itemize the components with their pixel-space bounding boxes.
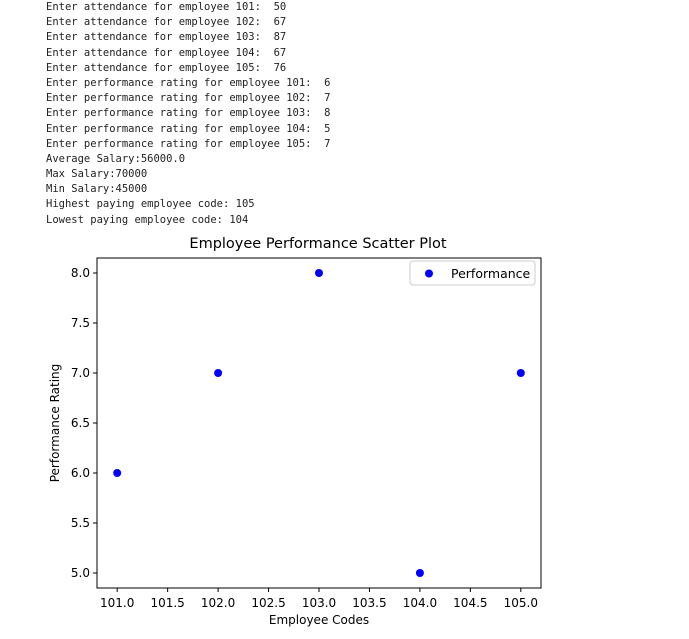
console-line: Enter performance rating for employee 10… <box>46 92 331 105</box>
console-line: Min Salary:45000 <box>46 183 148 196</box>
console-line: Average Salary:56000.0 <box>46 152 186 165</box>
console-line: Enter performance rating for employee 10… <box>46 107 331 120</box>
y-tick-label: 7.0 <box>71 366 90 380</box>
x-tick-label: 101.0 <box>100 596 134 610</box>
x-axis-ticks: 101.0 101.5 102.0 102.5 103.0 103.5 104.0 104.5… <box>100 588 538 610</box>
data-point <box>415 569 424 577</box>
data-point <box>214 369 223 377</box>
x-tick-label: 103.0 <box>302 596 336 610</box>
console-line: Enter attendance for employee 101: 50 <box>46 1 287 13</box>
y-axis-label: Performance Rating <box>48 364 62 483</box>
scatter-chart: Employee Performance Scatter Plot 101.0 1… <box>48 236 542 627</box>
legend-box <box>409 260 536 286</box>
console-line: Enter attendance for employee 103: 87 <box>46 31 287 44</box>
console-line: Enter performance rating for employee 10… <box>46 122 331 135</box>
plot-frame <box>96 257 542 589</box>
console-line: Max Salary:70000 <box>46 168 148 181</box>
data-point <box>516 369 525 377</box>
console-line: Highest paying employee code: 105 <box>46 198 255 211</box>
x-tick-label: 103.5 <box>352 596 386 610</box>
y-tick-label: 6.0 <box>71 466 90 480</box>
x-tick-label: 101.5 <box>150 596 184 610</box>
console-line: Enter performance rating for employee 10… <box>46 137 331 150</box>
console-line: Enter attendance for employee 102: 67 <box>46 16 287 29</box>
y-tick-label: 8.0 <box>71 266 90 280</box>
x-tick-label: 104.5 <box>453 596 487 610</box>
console-line: Enter attendance for employee 104: 67 <box>46 46 287 59</box>
x-tick-label: 102.5 <box>251 596 285 610</box>
y-axis-ticks: 5.0 5.5 6.0 6.5 7.0 7.5 8.0 <box>71 266 97 580</box>
x-tick-label: 104.0 <box>403 596 437 610</box>
y-tick-label: 6.5 <box>71 416 90 430</box>
legend: Performance <box>409 260 536 286</box>
data-point <box>315 269 323 277</box>
x-tick-label: 105.0 <box>504 596 538 610</box>
legend-label: Performance <box>451 266 531 281</box>
console-line: Lowest paying employee code: 104 <box>46 213 249 226</box>
y-tick-label: 5.5 <box>71 516 90 530</box>
y-tick-label: 7.5 <box>71 316 90 330</box>
console-line: Enter performance rating for employee 10… <box>46 76 331 89</box>
x-tick-label: 102.0 <box>201 596 235 610</box>
legend-marker <box>425 269 433 278</box>
console-line: Enter attendance for employee 105: 76 <box>46 61 287 74</box>
data-point <box>113 469 122 477</box>
chart-title: Employee Performance Scatter Plot <box>189 236 446 252</box>
data-points <box>113 269 525 577</box>
y-tick-label: 5.0 <box>71 566 90 580</box>
x-axis-label: Employee Codes <box>269 613 369 627</box>
console-output: Enter attendance for employee 101: 50 Ent… <box>46 0 330 228</box>
